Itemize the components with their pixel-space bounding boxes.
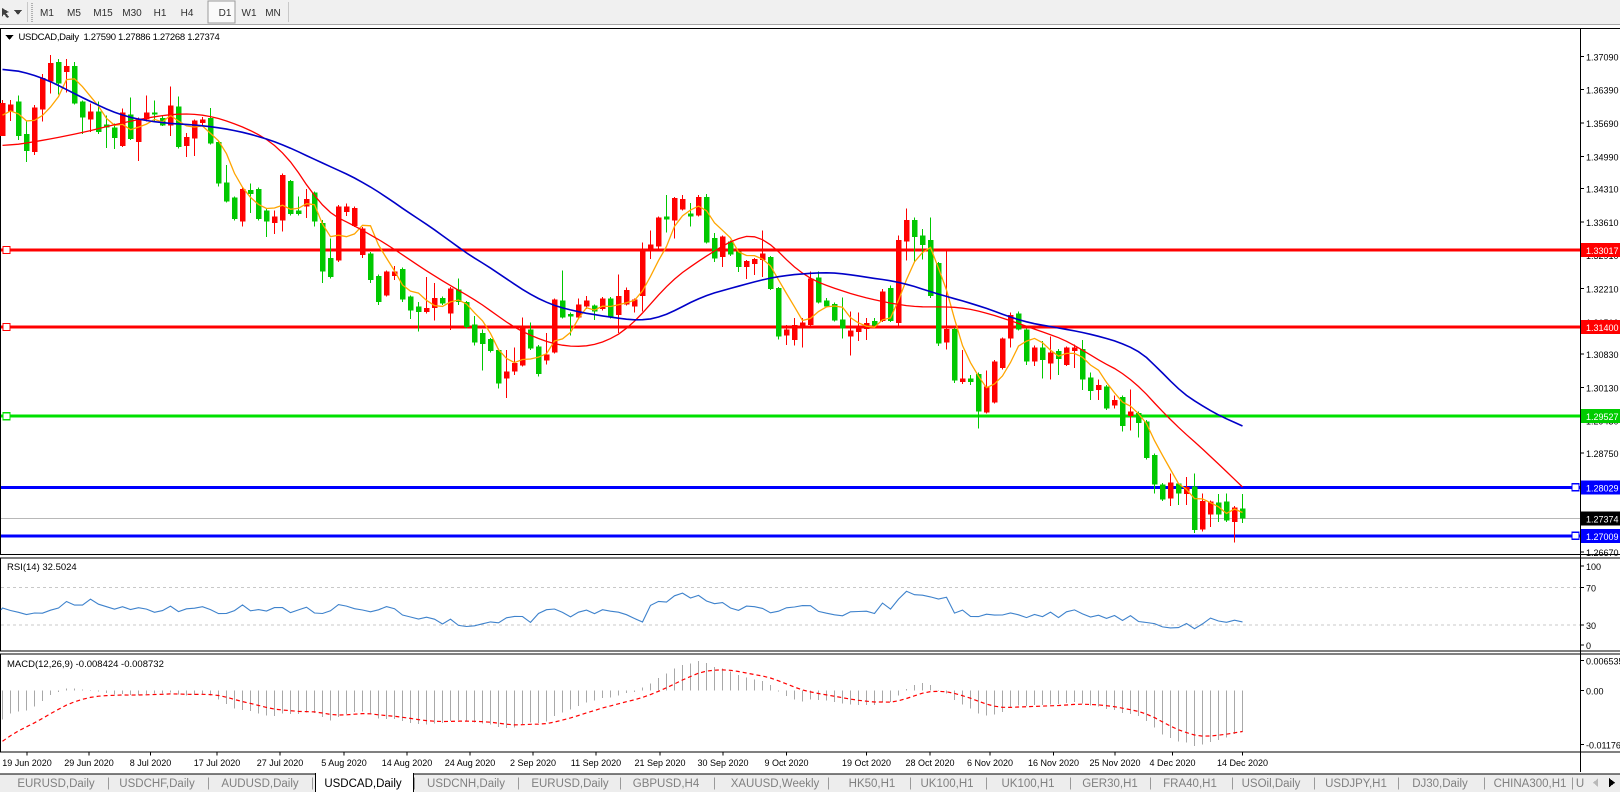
svg-text:GBPUSD,H4: GBPUSD,H4 — [633, 778, 700, 790]
svg-text:-0.011766: -0.011766 — [1586, 741, 1620, 751]
svg-text:W1: W1 — [242, 8, 257, 19]
svg-text:USDCNH,Daily: USDCNH,Daily — [427, 778, 505, 790]
svg-text:1.27009: 1.27009 — [1586, 532, 1619, 542]
svg-text:19 Oct 2020: 19 Oct 2020 — [842, 758, 891, 768]
svg-text:1.34990: 1.34990 — [1586, 152, 1619, 162]
svg-text:HK50,H1: HK50,H1 — [849, 778, 896, 790]
svg-text:1.30830: 1.30830 — [1586, 350, 1619, 360]
svg-text:M5: M5 — [67, 8, 81, 19]
svg-text:USDCHF,Daily: USDCHF,Daily — [119, 778, 195, 790]
svg-text:DJ30,Daily: DJ30,Daily — [1412, 778, 1468, 790]
svg-text:4 Dec 2020: 4 Dec 2020 — [1149, 758, 1195, 768]
svg-text:USDCAD,Daily: USDCAD,Daily — [324, 778, 402, 790]
svg-text:1.32210: 1.32210 — [1586, 285, 1619, 295]
svg-text:CHINA300,H1: CHINA300,H1 — [1494, 778, 1567, 790]
svg-text:UK100,H1: UK100,H1 — [920, 778, 973, 790]
svg-text:1.33017: 1.33017 — [1586, 246, 1619, 256]
svg-text:1.35690: 1.35690 — [1586, 119, 1619, 129]
svg-text:USDJPY,H1: USDJPY,H1 — [1325, 778, 1387, 790]
svg-text:25 Nov 2020: 25 Nov 2020 — [1089, 758, 1140, 768]
svg-text:1.33610: 1.33610 — [1586, 218, 1619, 228]
svg-text:24 Aug 2020: 24 Aug 2020 — [445, 758, 496, 768]
svg-text:6 Nov 2020: 6 Nov 2020 — [967, 758, 1013, 768]
svg-text:USDCAD,Daily 1.27590 1.27886: USDCAD,Daily 1.27590 1.27886 1.27268 1.2… — [19, 32, 220, 43]
svg-text:1.30130: 1.30130 — [1586, 383, 1619, 393]
svg-text:RSI(14) 32.5024: RSI(14) 32.5024 — [7, 562, 77, 573]
svg-text:GER30,H1: GER30,H1 — [1082, 778, 1138, 790]
svg-text:1.28029: 1.28029 — [1586, 483, 1619, 493]
svg-text:21 Sep 2020: 21 Sep 2020 — [634, 758, 685, 768]
svg-text:30 Sep 2020: 30 Sep 2020 — [697, 758, 748, 768]
svg-text:MACD(12,26,9) -0.008424 -0.008: MACD(12,26,9) -0.008424 -0.008732 — [7, 659, 164, 670]
svg-text:9 Oct 2020: 9 Oct 2020 — [764, 758, 808, 768]
svg-text:5 Aug 2020: 5 Aug 2020 — [321, 758, 367, 768]
svg-text:17 Jul 2020: 17 Jul 2020 — [194, 758, 241, 768]
svg-text:XAUUSD,Weekly: XAUUSD,Weekly — [731, 778, 820, 790]
svg-text:27 Jul 2020: 27 Jul 2020 — [257, 758, 304, 768]
svg-text:1.34310: 1.34310 — [1586, 185, 1619, 195]
svg-text:H4: H4 — [181, 8, 194, 19]
svg-text:100: 100 — [1586, 562, 1601, 572]
svg-text:70: 70 — [1586, 584, 1596, 594]
svg-text:0.00: 0.00 — [1586, 687, 1604, 697]
svg-text:M30: M30 — [122, 8, 142, 19]
svg-text:D1: D1 — [219, 8, 232, 19]
svg-text:1.31400: 1.31400 — [1586, 323, 1619, 333]
svg-text:14 Aug 2020: 14 Aug 2020 — [382, 758, 433, 768]
svg-text:EURUSD,Daily: EURUSD,Daily — [531, 778, 609, 790]
svg-text:1.26670: 1.26670 — [1586, 548, 1619, 558]
svg-text:M15: M15 — [93, 8, 113, 19]
svg-text:1.28750: 1.28750 — [1586, 449, 1619, 459]
svg-text:H1: H1 — [154, 8, 167, 19]
svg-text:FRA40,H1: FRA40,H1 — [1163, 778, 1217, 790]
svg-text:28 Oct 2020: 28 Oct 2020 — [905, 758, 954, 768]
svg-text:M1: M1 — [40, 8, 54, 19]
svg-text:1.27374: 1.27374 — [1586, 514, 1619, 524]
svg-text:11 Sep 2020: 11 Sep 2020 — [571, 758, 621, 768]
svg-text:AUDUSD,Daily: AUDUSD,Daily — [221, 778, 299, 790]
svg-text:29 Jun 2020: 29 Jun 2020 — [64, 758, 114, 768]
svg-text:EURUSD,Daily: EURUSD,Daily — [17, 778, 95, 790]
svg-text:USOil,Daily: USOil,Daily — [1242, 778, 1301, 790]
svg-text:U: U — [1576, 778, 1584, 790]
svg-text:19 Jun 2020: 19 Jun 2020 — [2, 758, 52, 768]
svg-text:2 Sep 2020: 2 Sep 2020 — [510, 758, 556, 768]
svg-text:1.37090: 1.37090 — [1586, 52, 1619, 62]
svg-text:0: 0 — [1586, 641, 1591, 651]
svg-text:0.006535: 0.006535 — [1586, 657, 1620, 667]
svg-text:1.29527: 1.29527 — [1586, 412, 1619, 422]
svg-text:MN: MN — [265, 8, 281, 19]
svg-text:UK100,H1: UK100,H1 — [1001, 778, 1054, 790]
svg-text:14 Dec 2020: 14 Dec 2020 — [1217, 758, 1268, 768]
svg-text:30: 30 — [1586, 621, 1596, 631]
svg-text:8 Jul 2020: 8 Jul 2020 — [130, 758, 172, 768]
svg-text:16 Nov 2020: 16 Nov 2020 — [1028, 758, 1079, 768]
svg-text:1.36390: 1.36390 — [1586, 86, 1619, 96]
